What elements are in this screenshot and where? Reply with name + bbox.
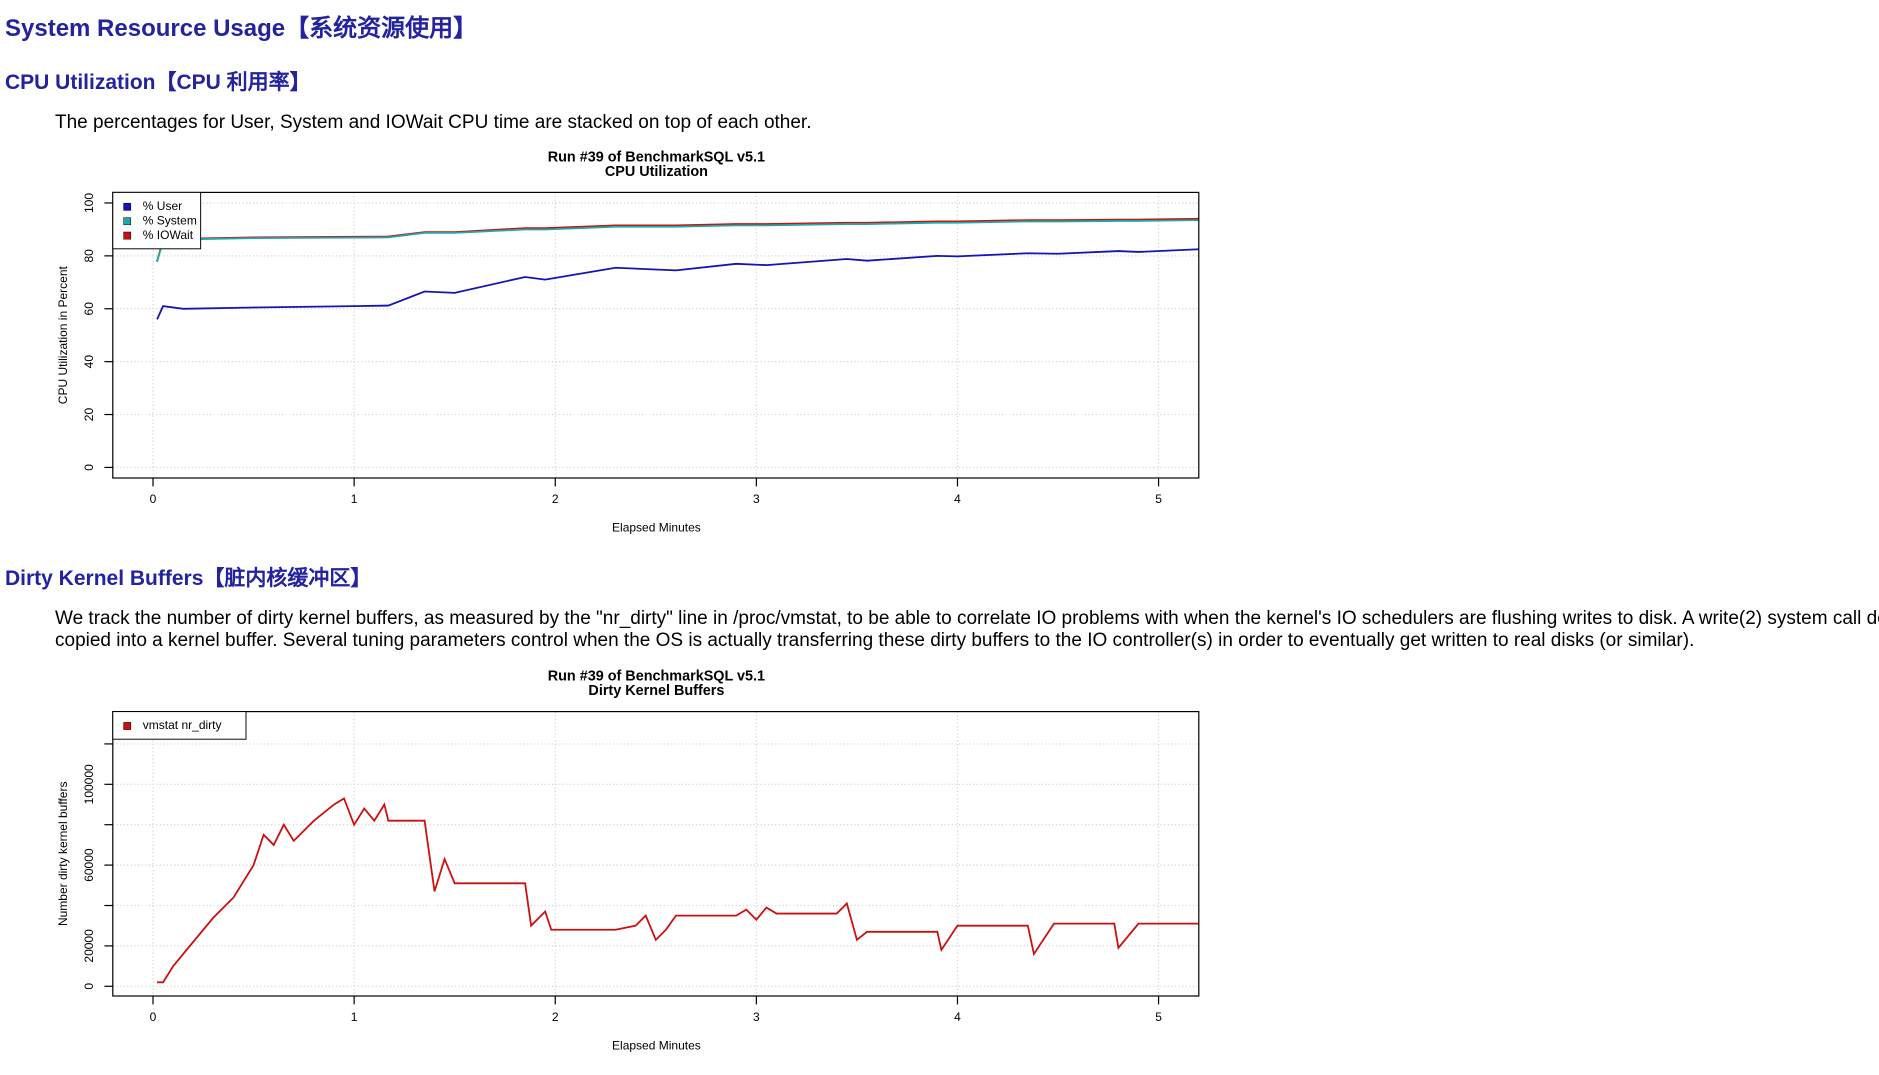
legend-swatch xyxy=(123,231,132,240)
chart-title: Run #39 of BenchmarkSQL v5.1 xyxy=(548,669,765,685)
series-line xyxy=(156,219,1199,263)
chart-title: Run #39 of BenchmarkSQL v5.1 xyxy=(548,149,765,165)
page-title: System Resource Usage【系统资源使用】 xyxy=(5,15,478,42)
x-axis-label: Elapsed Minutes xyxy=(612,521,701,535)
legend-label: vmstat nr_dirty xyxy=(143,718,222,732)
paragraph: We track the number of dirty kernel buff… xyxy=(55,608,1879,629)
chart-subtitle: Dirty Kernel Buffers xyxy=(588,683,724,699)
legend-swatch xyxy=(123,217,132,226)
legend-box xyxy=(112,711,247,740)
y-tick-label: 40 xyxy=(82,355,96,369)
x-tick-label: 5 xyxy=(1155,1010,1162,1024)
y-tick-label: 20 xyxy=(82,408,96,422)
x-axis-label: Elapsed Minutes xyxy=(612,1039,701,1053)
x-tick-label: 2 xyxy=(552,1010,559,1024)
legend-swatch xyxy=(123,722,132,730)
x-tick-label: 2 xyxy=(552,492,559,506)
chart-subtitle: CPU Utilization xyxy=(605,164,708,180)
series-line xyxy=(156,248,1199,320)
y-tick-label: 0 xyxy=(82,464,96,471)
y-tick-label: 20000 xyxy=(82,929,96,963)
x-tick-label: 0 xyxy=(150,1010,157,1024)
y-tick-label: 100000 xyxy=(82,764,96,804)
legend-swatch xyxy=(123,202,132,211)
x-tick-label: 5 xyxy=(1155,492,1162,506)
plot-frame xyxy=(112,191,1200,479)
series-line xyxy=(157,797,1199,984)
y-axis-label: Number dirty kernel buffers xyxy=(56,782,70,927)
legend-label: % IOWait xyxy=(143,228,194,242)
x-tick-label: 1 xyxy=(351,492,358,506)
legend-label: % User xyxy=(143,199,182,213)
plot-frame xyxy=(112,711,1200,997)
paragraph: The percentages for User, System and IOW… xyxy=(55,112,812,133)
x-tick-label: 0 xyxy=(150,492,157,506)
x-tick-label: 4 xyxy=(954,492,961,506)
x-tick-label: 1 xyxy=(351,1010,358,1024)
x-tick-label: 4 xyxy=(954,1010,961,1024)
y-tick-label: 0 xyxy=(82,983,96,990)
paragraph: copied into a kernel buffer. Several tun… xyxy=(55,630,1695,651)
y-tick-label: 60 xyxy=(82,302,96,316)
section-heading: Dirty Kernel Buffers【脏内核缓冲区】 xyxy=(5,567,372,590)
y-tick-label: 60000 xyxy=(82,848,96,882)
x-tick-label: 3 xyxy=(753,1010,760,1024)
section-heading: CPU Utilization【CPU 利用率】 xyxy=(5,71,311,94)
y-tick-label: 80 xyxy=(82,249,96,263)
y-tick-label: 100 xyxy=(82,193,96,213)
legend-label: % System xyxy=(143,213,197,227)
y-axis-label: CPU Utilization in Percent xyxy=(56,266,70,405)
x-tick-label: 3 xyxy=(753,492,760,506)
series-line xyxy=(156,217,1199,262)
